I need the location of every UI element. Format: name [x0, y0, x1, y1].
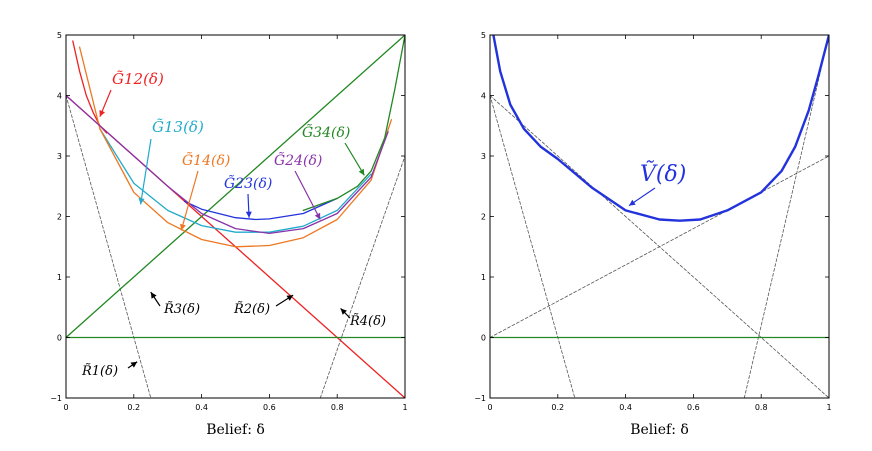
y-tick-label: 3	[481, 152, 486, 161]
y-tick-label: 2	[57, 213, 62, 222]
x-tick-label: 0.8	[331, 403, 344, 412]
annotation-g-23: G̃23(δ)	[224, 174, 272, 218]
annotation-label: G̃14(δ)	[182, 151, 230, 169]
series-line-g-23	[183, 197, 338, 221]
annotation-arrow-head	[358, 168, 365, 176]
annotation-arrow-head	[150, 292, 157, 299]
series-line-v	[492, 35, 829, 222]
annotation-label: G̃12(δ)	[112, 70, 164, 88]
series-group	[66, 35, 405, 398]
annotation-arrow-line	[344, 142, 365, 176]
series-line-g-24	[66, 94, 389, 235]
annotation-label: G̃23(δ)	[224, 174, 272, 192]
annotation-arrow-head	[245, 211, 252, 218]
x-tick-label: 1	[402, 403, 407, 412]
annotation-label: G̃24(δ)	[274, 151, 322, 169]
y-tick-label: 3	[57, 152, 62, 161]
series-line-g-13	[99, 128, 372, 233]
x-tick-label: 0.4	[195, 403, 208, 412]
annotation-label: R̃3(δ)	[163, 301, 200, 317]
annotation-label: R̃1(δ)	[81, 363, 118, 379]
y-tick-label: 5	[481, 31, 486, 40]
y-tick-label: 4	[481, 92, 486, 101]
annotation-r-1: R̃1(δ)	[81, 361, 138, 379]
x-tick-label: 0.8	[755, 403, 768, 412]
annotation-g-34: G̃34(δ)	[302, 123, 365, 176]
series-line-unnamed-0	[490, 95, 576, 398]
annotation-r-2: R̃2(δ)	[233, 294, 294, 317]
series-line-g-34	[302, 35, 405, 212]
annotation-arrow-line	[294, 170, 321, 220]
annotation-arrow-head	[99, 110, 105, 117]
annotation-arrow-head	[180, 223, 186, 231]
annotation-r-4: R̃4(δ)	[340, 308, 386, 329]
series-group	[490, 35, 829, 398]
x-axis-label: Belief: δ	[630, 422, 689, 438]
annotation-label: G̃34(δ)	[302, 123, 350, 141]
annotation-g-12: G̃12(δ)	[99, 70, 164, 117]
x-tick-label: 0.2	[551, 403, 564, 412]
x-axis-label: Belief: δ	[206, 422, 265, 438]
annotation-g-24: G̃24(δ)	[274, 151, 322, 220]
x-tick-label: 0.6	[263, 403, 276, 412]
annotation-arrow-head	[286, 295, 294, 301]
annotation-arrow-head	[130, 361, 138, 368]
y-tick-label: 0	[481, 334, 486, 343]
annotation-g-13: G̃13(δ)	[138, 118, 204, 205]
x-tick-label: 0	[63, 403, 68, 412]
y-tick-label: 1	[57, 273, 62, 282]
y-tick-label: 5	[57, 31, 62, 40]
y-tick-label: −1	[474, 394, 486, 403]
annotation-arrow-head	[340, 308, 347, 315]
annotation-label: R̃2(δ)	[233, 301, 270, 317]
annotation-arrow-head	[629, 199, 636, 206]
annotation-label: R̃4(δ)	[349, 313, 386, 329]
x-tick-label: 0.2	[127, 403, 140, 412]
y-tick-label: 4	[57, 92, 62, 101]
x-tick-label: 1	[826, 403, 831, 412]
series-line-r-1	[66, 95, 152, 398]
annotation-arrow-head	[314, 212, 321, 220]
series-line-unnamed-2	[490, 155, 829, 338]
annotation-v: Ṽ(δ)	[628, 159, 686, 207]
y-tick-label: 0	[57, 334, 62, 343]
annotation-g-14: G̃14(δ)	[180, 151, 230, 231]
annotation-r-3: R̃3(δ)	[150, 291, 200, 317]
y-tick-label: 2	[481, 213, 486, 222]
x-tick-label: 0	[487, 403, 492, 412]
annotation-arrow-head	[138, 198, 145, 205]
annotation-label: Ṽ(δ)	[640, 159, 686, 187]
annotation-label: G̃13(δ)	[152, 118, 204, 136]
x-tick-label: 0.4	[619, 403, 632, 412]
y-tick-label: −1	[50, 394, 62, 403]
annotation-arrow-line	[139, 138, 152, 205]
annotation-arrow-line	[180, 170, 199, 231]
series-line-g-14	[78, 46, 393, 248]
series-line-r-4	[319, 155, 405, 398]
y-tick-label: 1	[481, 273, 486, 282]
x-tick-label: 0.6	[687, 403, 700, 412]
series-line-r-3	[66, 35, 405, 339]
